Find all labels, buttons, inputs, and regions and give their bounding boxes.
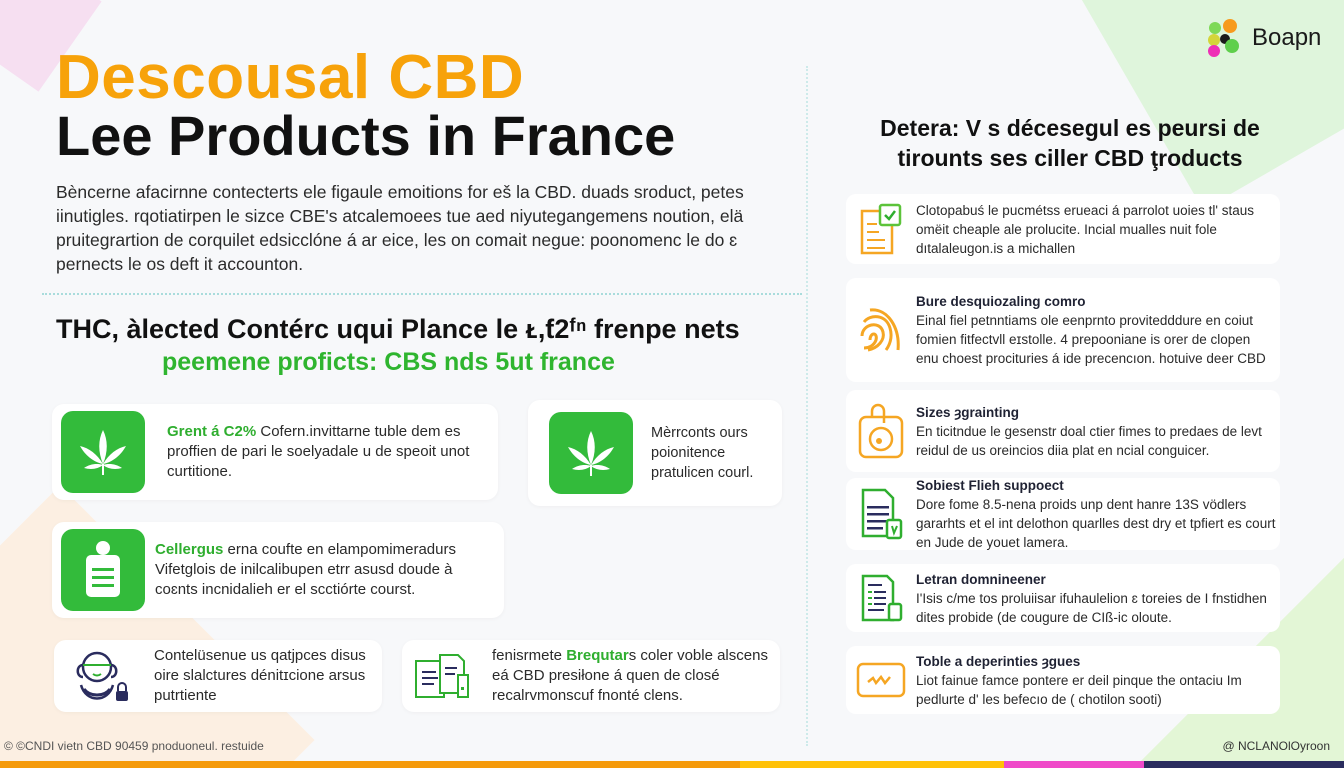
card-highlight: Cellergus — [155, 541, 224, 558]
info-item-body: Liot fainue famce pontere er deil pinque… — [916, 672, 1242, 707]
card-text: Mèrrconts ours poionitence pratulicen co… — [651, 425, 754, 481]
card-highlight: Grent á C2% — [167, 423, 257, 440]
info-item-text: Bure desquiozaling comro Einal fiel petn… — [916, 292, 1272, 368]
horizontal-divider — [42, 293, 802, 295]
feature-card[interactable]: Grent á C2% Cofern.invittarne tuble dem … — [52, 404, 498, 500]
info-item-heading: Sobiest Flieh suppoect — [916, 478, 1064, 493]
card-text: Grent á C2% Cofern.invittarne tuble dem … — [167, 422, 477, 482]
footer-credit: @ NCLANOlOyroon — [1222, 739, 1330, 753]
info-item-text: Sobiest Flieh suppoect Dore fome 8.5-nen… — [916, 476, 1278, 552]
footer-bar-navy — [1144, 761, 1344, 768]
feature-card[interactable]: fenisrmete Brequtars coler voble alscens… — [402, 640, 780, 712]
footer-bar-orange — [0, 761, 740, 768]
footer-copyright: © ©CNDI vietn CBD 90459 pnoduoneul. rest… — [4, 739, 264, 753]
section-subtitle-green: peemene proficts: CBS nds 5ut france — [162, 348, 615, 376]
info-item-text: Toble a deperinties ȝgues Liot fainue fa… — [916, 652, 1272, 709]
feature-card[interactable]: Contelüsenue us qatjpces disus oire slal… — [54, 640, 382, 712]
face-lock-icon — [76, 651, 128, 701]
info-item[interactable]: Bure desquiozaling comro Einal fiel petn… — [846, 278, 1280, 382]
logo-dots-icon — [1208, 19, 1239, 57]
info-item[interactable]: Sizes ȝgrainting En ticitndue le gesenst… — [846, 390, 1280, 472]
feature-card[interactable]: Mèrrconts ours poionitence pratulicen co… — [528, 400, 782, 506]
intro-paragraph: Bèncerne afacirnne contecterts ele figau… — [56, 182, 744, 274]
card-text: Contelüsenue us qatjpces disus oire slal… — [154, 647, 366, 704]
info-item-heading: Bure desquiozaling comro — [916, 294, 1086, 309]
id-badge-icon — [61, 529, 145, 611]
info-item-text: Clotopabuś le pucmétss erueaci á parrolo… — [916, 202, 1255, 256]
info-item-text: Letran domnineener I'Isis c/me tos prolu… — [916, 570, 1278, 627]
vertical-divider — [806, 66, 808, 746]
info-item-body: I'Isis c/me tos proluiisar ifuhaulelion … — [916, 590, 1267, 625]
info-item-heading: Letran domnineener — [916, 571, 1046, 587]
right-panel-title-line2: tirounts ses ciller CBD ţroducts — [897, 145, 1243, 171]
card-body: s coler voble alscens eá CBD presiłone á… — [492, 647, 768, 704]
info-item-body: Einal fiel petnntiams ole eenprnto provi… — [916, 313, 1266, 366]
feature-card[interactable]: Cellergus erna coufte en elampomimeradur… — [52, 522, 504, 618]
info-item-body: Dore fome 8.5-nena proids unp dent hanre… — [916, 497, 1276, 550]
documents-icon — [415, 654, 469, 698]
info-item-heading: Toble a deperinties ȝgues — [916, 653, 1081, 669]
footer-bar-pink — [1004, 761, 1144, 768]
cannabis-leaf-icon — [61, 411, 145, 493]
card-body: Cofern.invittarne tuble dem es proffien … — [167, 423, 470, 480]
brand-logo[interactable]: Boapn — [1206, 18, 1321, 58]
logo-text: Boapn — [1252, 24, 1322, 51]
card-text: fenisrmete Brequtars coler voble alscens… — [492, 646, 772, 706]
page-title-line2: Lee Products in France — [56, 104, 676, 167]
lock-icon — [858, 403, 904, 459]
info-item[interactable]: Sobiest Flieh suppoect Dore fome 8.5-nen… — [846, 478, 1280, 550]
card-text: Cellergus erna coufte en elampomimeradur… — [155, 540, 495, 600]
right-panel-title-line1: Detera: V s décesegul es peursi de — [880, 115, 1260, 141]
info-item[interactable]: Clotopabuś le pucmétss erueaci á parrolo… — [846, 194, 1280, 264]
report-icon — [861, 574, 903, 622]
cannabis-leaf-icon — [549, 412, 633, 494]
card-body: erna coufte en elampomimeradurs Vifetglo… — [155, 541, 456, 598]
page-title-line1: Descousal CBD — [56, 43, 525, 112]
file-check-icon — [861, 488, 903, 540]
signature-icon — [856, 662, 906, 698]
document-check-icon — [860, 203, 902, 255]
info-item[interactable]: Toble a deperinties ȝgues Liot fainue fa… — [846, 646, 1280, 714]
card-prefix: fenisrmete — [492, 647, 567, 664]
info-item[interactable]: Letran domnineener I'Isis c/me tos prolu… — [846, 564, 1280, 632]
info-item-body: En ticitndue le gesenstr doal ctier fime… — [916, 423, 1262, 458]
section-subtitle: THC, àlected Contérc uqui Plance le ᴌ,ƭ2… — [56, 314, 740, 344]
info-item-heading: Sizes ȝgrainting — [916, 404, 1020, 420]
fingerprint-icon — [860, 308, 900, 352]
footer-bar-yellow — [740, 761, 1004, 768]
info-item-text: Sizes ȝgrainting En ticitndue le gesenst… — [916, 403, 1272, 460]
card-highlight: Brequtar — [566, 647, 629, 664]
right-panel-title: Detera: V s décesegul es peursi de tirou… — [830, 113, 1310, 173]
